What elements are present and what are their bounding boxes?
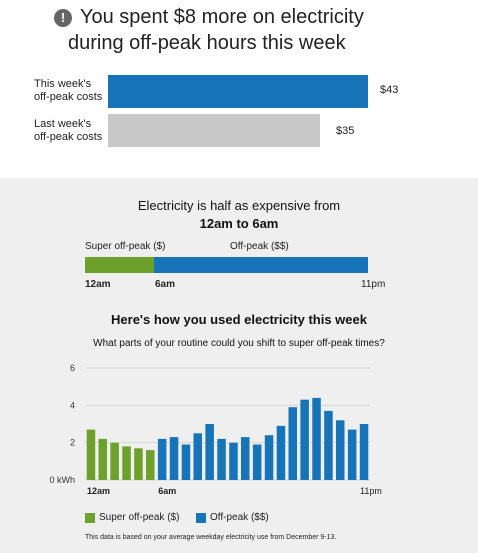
super-offpeak-bar bbox=[146, 450, 155, 480]
usage-chart-subtitle: What parts of your routine could you shi… bbox=[93, 338, 385, 349]
usage-panel: Electricity is half as expensive from 12… bbox=[0, 178, 478, 553]
last-week-cost-bar bbox=[108, 114, 320, 147]
this-week-label: This week's off-peak costs bbox=[34, 78, 114, 104]
legend-super-offpeak-swatch bbox=[85, 513, 95, 523]
usage-bar-chart: 0 kWh 2 4 6 12am 6am 11pm bbox=[49, 363, 382, 496]
last-week-label: Last week's off-peak costs bbox=[34, 118, 114, 144]
offpeak-bar bbox=[312, 397, 321, 480]
y-tick-label: 6 bbox=[70, 363, 75, 373]
headline-line1: You spent $8 more on electricity bbox=[80, 6, 364, 28]
offpeak-bar bbox=[276, 425, 286, 480]
footnote: This data is based on your average weekd… bbox=[85, 534, 337, 541]
this-week-cost-value: $43 bbox=[380, 84, 399, 96]
offpeak-bar bbox=[205, 424, 214, 480]
super-offpeak-bar bbox=[122, 446, 131, 480]
offpeak-bar bbox=[300, 399, 309, 480]
y-tick-label: 2 bbox=[70, 438, 75, 448]
offpeak-bar bbox=[264, 435, 274, 480]
this-week-cost-bar bbox=[108, 75, 368, 108]
offpeak-bar bbox=[229, 442, 238, 480]
timeline-tick-end: 11pm bbox=[361, 279, 386, 290]
offpeak-bar bbox=[193, 433, 202, 480]
offpeak-bar bbox=[217, 438, 226, 480]
y-tick-label: 0 kWh bbox=[49, 475, 75, 485]
last-week-cost-value: $35 bbox=[336, 125, 355, 137]
exclamation-icon: ! bbox=[54, 9, 72, 27]
offpeak-bar bbox=[347, 429, 357, 480]
last-week-label-line1: Last week's bbox=[34, 118, 92, 130]
offpeak-bar bbox=[336, 420, 345, 480]
legend-super-offpeak-label: Super off-peak ($) bbox=[99, 512, 180, 523]
last-week-label-line2: off-peak costs bbox=[34, 131, 103, 143]
timeline-tick-mid: 6am bbox=[155, 279, 176, 290]
timeline-title-line1: Electricity is half as expensive from bbox=[137, 198, 341, 213]
offpeak-bar bbox=[241, 437, 250, 480]
usage-chart-title: Here's how you used electricity this wee… bbox=[111, 312, 367, 327]
legend-offpeak-swatch bbox=[196, 513, 206, 523]
super-offpeak-bar bbox=[134, 448, 143, 480]
offpeak-bar bbox=[359, 424, 369, 480]
offpeak-bar bbox=[288, 407, 297, 480]
timeline-title-line2: 12am to 6am bbox=[199, 216, 279, 231]
y-tick-label: 4 bbox=[70, 400, 75, 410]
super-offpeak-timeline-bar bbox=[85, 257, 154, 273]
super-offpeak-bar bbox=[98, 438, 107, 480]
offpeak-timeline-bar bbox=[154, 257, 368, 273]
offpeak-label: Off-peak ($$) bbox=[230, 241, 289, 252]
x-tick-label: 12am bbox=[87, 486, 110, 496]
legend-offpeak-label: Off-peak ($$) bbox=[210, 512, 269, 523]
x-tick-label: 6am bbox=[158, 486, 176, 496]
timeline-tick-start: 12am bbox=[85, 279, 111, 290]
offpeak-bar bbox=[169, 437, 179, 480]
this-week-label-line2: off-peak costs bbox=[34, 91, 103, 103]
super-offpeak-bar bbox=[86, 429, 96, 480]
offpeak-bar bbox=[181, 444, 191, 480]
super-offpeak-bar bbox=[110, 442, 119, 480]
headline-line2: during off-peak hours this week bbox=[68, 32, 346, 54]
offpeak-bar bbox=[252, 444, 262, 480]
summary-panel: ! You spent $8 more on electricity durin… bbox=[0, 0, 478, 178]
this-week-label-line1: This week's bbox=[34, 78, 92, 90]
offpeak-bar bbox=[324, 410, 333, 480]
super-offpeak-label: Super off-peak ($) bbox=[85, 241, 166, 252]
x-tick-label: 11pm bbox=[360, 486, 382, 496]
offpeak-bar bbox=[157, 438, 167, 480]
